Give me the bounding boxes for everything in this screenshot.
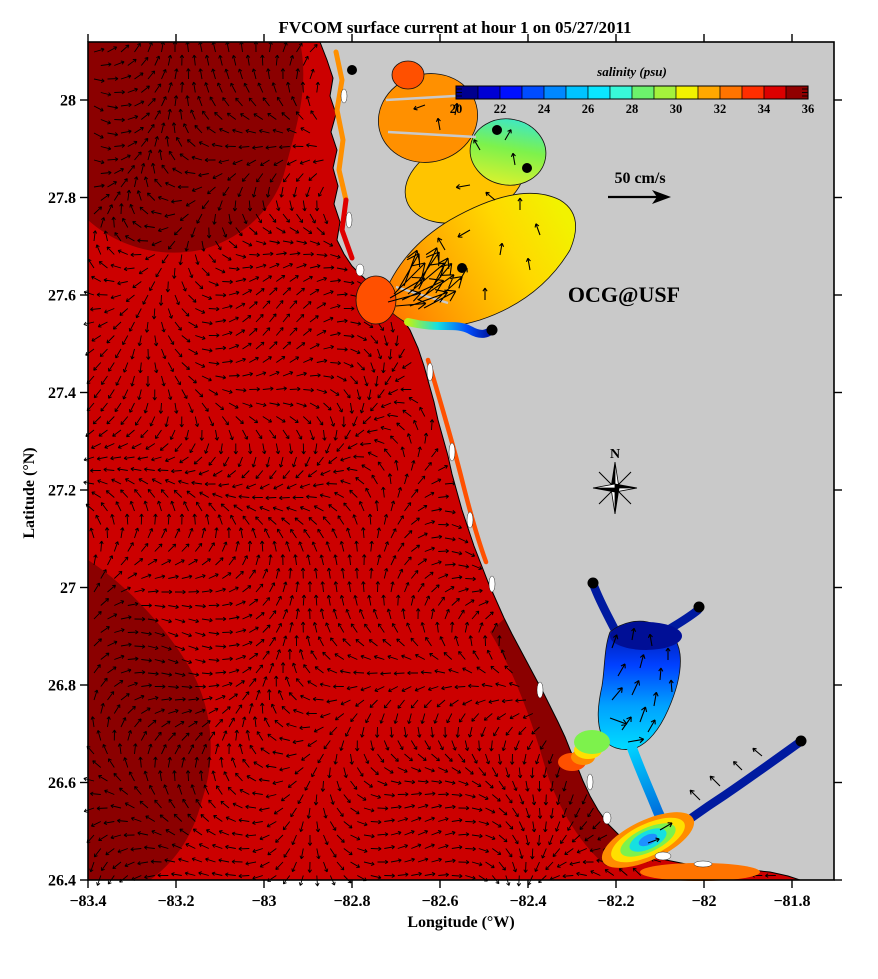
colorbar-tick-label: 32 bbox=[714, 102, 727, 116]
colorbar-segment bbox=[521, 85, 545, 100]
y-tick-label: 26.8 bbox=[48, 678, 76, 695]
colorbar-segment bbox=[741, 85, 765, 100]
colorbar-segment bbox=[719, 85, 743, 100]
bay-current-vectors bbox=[387, 102, 763, 844]
y-tick-label: 28 bbox=[60, 93, 76, 110]
boca-ciega-strip bbox=[339, 197, 355, 261]
colorbar: salinity (psu) 20 22 24 26 28 30 32 34 36 bbox=[450, 64, 815, 116]
station-marker bbox=[457, 263, 467, 273]
colorbar-tick-label: 20 bbox=[450, 102, 463, 116]
station-markers bbox=[347, 65, 807, 747]
figure-title: FVCOM surface current at hour 1 on 05/27… bbox=[278, 18, 631, 37]
y-tick-label: 26.4 bbox=[48, 873, 76, 890]
old-tampa-bay-head bbox=[391, 60, 425, 90]
x-tick-label: −81.8 bbox=[773, 893, 810, 910]
y-tick-label: 27.6 bbox=[48, 288, 76, 305]
colorbar-segment bbox=[653, 85, 677, 100]
max-salinity-patch-southwest bbox=[88, 560, 211, 880]
current-vectors-offshore bbox=[83, 41, 776, 887]
y-axis-label: Latitude (°N) bbox=[21, 447, 38, 538]
x-tick-label: −83 bbox=[251, 893, 276, 910]
boca-grande-plume bbox=[558, 730, 610, 771]
station-marker bbox=[693, 601, 705, 613]
clearwater-strip bbox=[333, 49, 349, 203]
colorbar-tick-labels: 20 22 24 26 28 30 32 34 36 bbox=[450, 102, 815, 116]
x-axis: −83.4 −83.2 −83 −82.8 −82.6 −82.4 −82.2 −82 −81.… bbox=[69, 34, 811, 910]
harbor-head-freshwater bbox=[610, 622, 682, 650]
colorbar-segment bbox=[587, 85, 611, 100]
charlotte-harbor bbox=[558, 581, 805, 881]
station-marker bbox=[347, 65, 357, 75]
colorbar-segment bbox=[477, 85, 501, 100]
colorbar-label: salinity (psu) bbox=[596, 64, 667, 79]
plot-frame bbox=[87, 41, 835, 881]
station-marker bbox=[486, 324, 498, 336]
y-tick-label: 27 bbox=[60, 580, 76, 597]
station-marker bbox=[522, 163, 532, 173]
y-tick-label: 27.4 bbox=[48, 385, 76, 402]
x-tick-label: −82 bbox=[691, 893, 716, 910]
compass-star bbox=[592, 461, 638, 515]
colorbar-tick-label: 30 bbox=[670, 102, 683, 116]
scale-label: 50 cm/s bbox=[614, 170, 665, 187]
tampa-bay-mouth bbox=[355, 275, 397, 325]
ungridded-pockets bbox=[340, 88, 713, 868]
myakka-river bbox=[589, 581, 621, 637]
colorbar-segments bbox=[455, 85, 809, 100]
colorbar-tick-label: 34 bbox=[758, 102, 771, 116]
watermark: OCG@USF bbox=[568, 282, 680, 307]
x-tick-label: −82.6 bbox=[421, 893, 458, 910]
colorbar-segment bbox=[565, 85, 589, 100]
colorbar-tick-label: 26 bbox=[582, 102, 595, 116]
compass-label: N bbox=[610, 447, 620, 462]
y-tick-label: 27.8 bbox=[48, 190, 76, 207]
colorbar-tick-label: 24 bbox=[538, 102, 551, 116]
colorbar-segment bbox=[543, 85, 567, 100]
x-tick-label: −83.2 bbox=[157, 893, 194, 910]
scale-arrow-head bbox=[652, 190, 671, 204]
x-tick-label: −82.8 bbox=[333, 893, 370, 910]
colorbar-segment bbox=[499, 85, 523, 100]
current-vectors-estuary bbox=[387, 102, 763, 844]
y-axis: 26.4 26.6 26.8 27 27.2 27.4 27.6 27.8 28 bbox=[48, 93, 842, 890]
colorbar-tick-label: 22 bbox=[494, 102, 507, 116]
colorbar-tick-label: 36 bbox=[802, 102, 815, 116]
y-tick-label: 26.6 bbox=[48, 775, 76, 792]
colorbar-segment bbox=[609, 85, 633, 100]
intracoastal-waterways bbox=[333, 49, 489, 565]
station-marker bbox=[492, 125, 502, 135]
y-tick-label: 27.2 bbox=[48, 483, 76, 500]
max-salinity-patch-north bbox=[88, 42, 304, 253]
colorbar-segment bbox=[631, 85, 655, 100]
colorbar-end-ticks bbox=[456, 88, 808, 97]
max-salinity-patch-coastal bbox=[490, 618, 640, 866]
shore-plume bbox=[640, 863, 760, 881]
scale-arrow: 50 cm/s bbox=[608, 170, 671, 204]
x-axis-label: Longitude (°W) bbox=[407, 914, 514, 931]
tampa-bay bbox=[355, 60, 577, 338]
quiver-layer bbox=[83, 41, 776, 887]
compass-rose: N bbox=[592, 447, 638, 515]
x-tick-label: −83.4 bbox=[69, 893, 106, 910]
colorbar-tick-label: 28 bbox=[626, 102, 639, 116]
station-marker bbox=[795, 735, 807, 747]
sarasota-bay-strip bbox=[425, 357, 489, 565]
colorbar-segment bbox=[697, 85, 721, 100]
station-marker bbox=[587, 577, 599, 589]
x-tick-label: −82.4 bbox=[509, 893, 546, 910]
colorbar-segment bbox=[763, 85, 787, 100]
x-tick-label: −82.2 bbox=[597, 893, 634, 910]
colorbar-segment bbox=[675, 85, 699, 100]
